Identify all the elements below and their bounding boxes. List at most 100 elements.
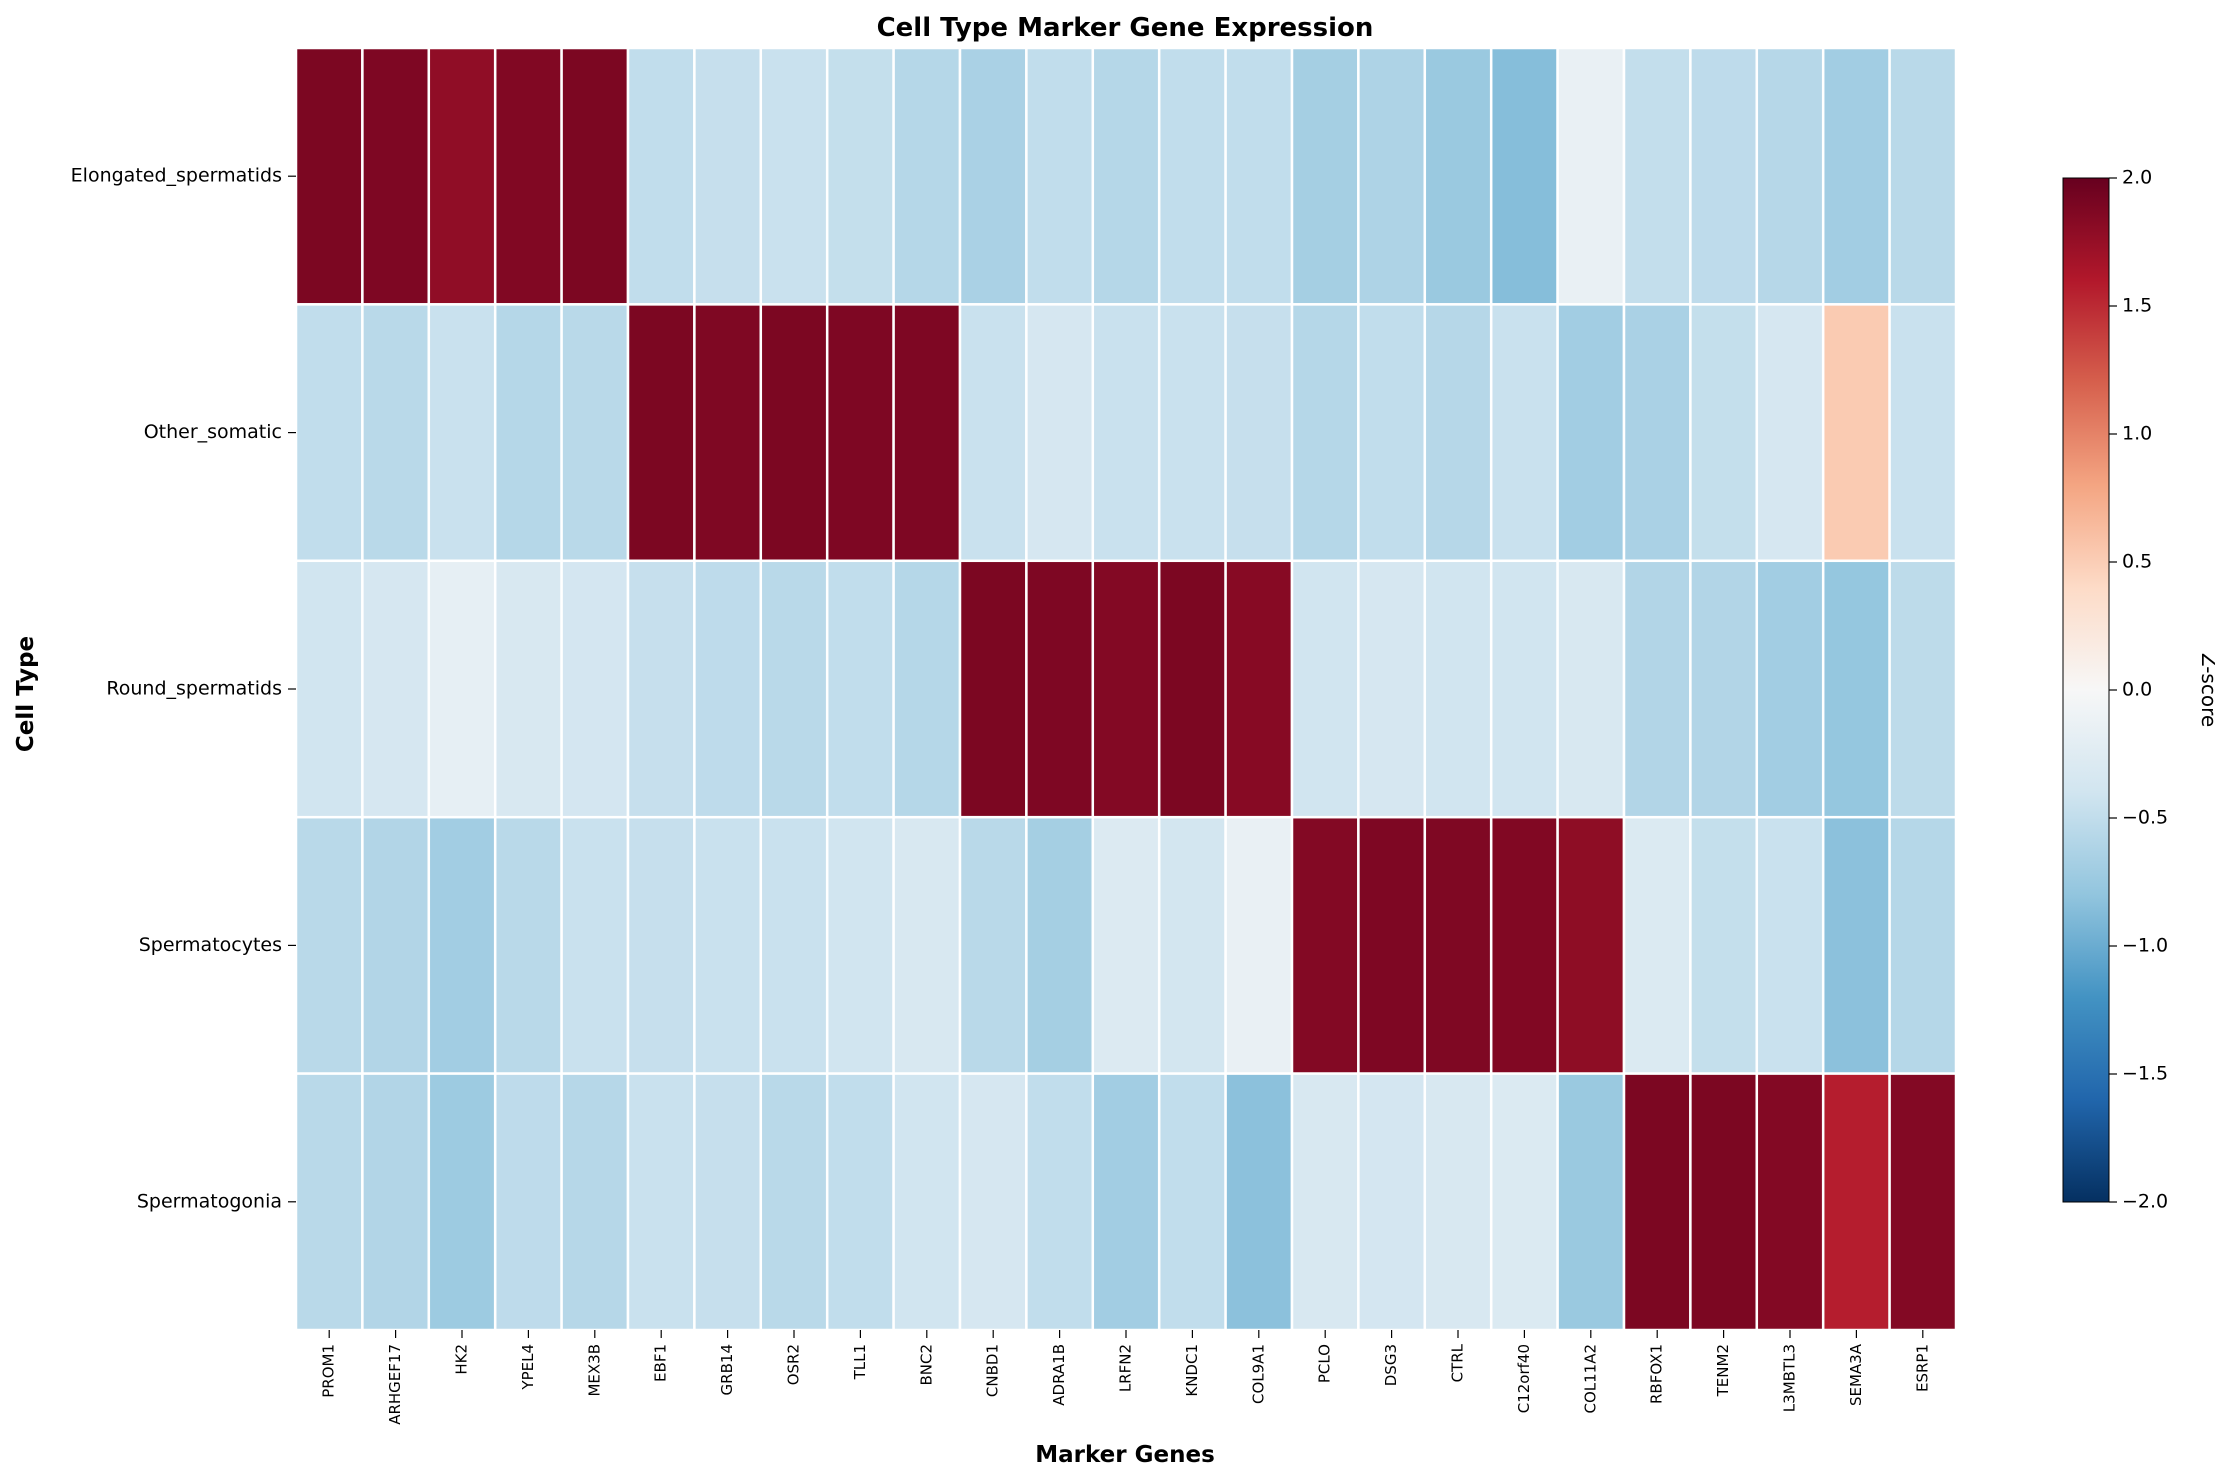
x-tick-label: PCLO — [1316, 1344, 1334, 1383]
heatmap-cell — [1091, 1072, 1161, 1332]
heatmap-cell — [892, 46, 962, 306]
x-tick-label: L3MBTL3 — [1781, 1344, 1799, 1412]
heatmap-cell — [493, 559, 563, 819]
heatmap-cell — [427, 303, 497, 563]
heatmap-cell — [1622, 303, 1692, 563]
heatmap-cell — [1821, 303, 1891, 563]
heatmap-cell — [1423, 815, 1493, 1075]
heatmap-cell — [1025, 1072, 1095, 1332]
x-tick-label: SEMA3A — [1847, 1343, 1865, 1406]
heatmap-cell — [427, 46, 497, 306]
colorbar-tick-label: −0.5 — [2122, 807, 2168, 829]
x-tick-label: ARHGEF17 — [386, 1344, 404, 1425]
heatmap-cell — [759, 559, 829, 819]
heatmap-cell — [1755, 559, 1825, 819]
colorbar-tick-label: 0.5 — [2122, 551, 2152, 573]
heatmap-cell — [1821, 1072, 1891, 1332]
x-tick-label: COL9A1 — [1249, 1344, 1267, 1404]
heatmap-cell — [626, 46, 696, 306]
heatmap-cell — [1888, 46, 1958, 306]
heatmap-cell — [1224, 303, 1294, 563]
heatmap-cell — [1755, 303, 1825, 563]
heatmap-cell — [825, 559, 895, 819]
heatmap-cell — [1091, 815, 1161, 1075]
heatmap-cell — [1224, 815, 1294, 1075]
heatmap-cell — [1290, 1072, 1360, 1332]
heatmap-cell — [693, 815, 763, 1075]
heatmap-cell — [1157, 1072, 1227, 1332]
colorbar-label: Z-score — [2197, 653, 2215, 727]
heatmap-cell — [1357, 303, 1427, 563]
heatmap-cell — [560, 559, 630, 819]
heatmap-cell — [1290, 46, 1360, 306]
heatmap-cell — [1755, 815, 1825, 1075]
heatmap-cell — [958, 559, 1028, 819]
heatmap-cell — [361, 1072, 431, 1332]
heatmap-cell — [1224, 46, 1294, 306]
heatmap-cell — [759, 815, 829, 1075]
heatmap-cell — [1224, 559, 1294, 819]
heatmap-cell — [1489, 1072, 1559, 1332]
heatmap-cell — [1689, 1072, 1759, 1332]
heatmap-cell — [1556, 815, 1626, 1075]
heatmap-cell — [361, 815, 431, 1075]
colorbar-tick-label: 1.0 — [2122, 423, 2152, 445]
x-tick-label: C12orf40 — [1515, 1344, 1533, 1413]
x-tick-label: COL11A2 — [1581, 1344, 1599, 1414]
heatmap-cell — [1423, 559, 1493, 819]
heatmap-cell — [1622, 815, 1692, 1075]
heatmap-cell — [1755, 1072, 1825, 1332]
x-tick-label: TLL1 — [851, 1344, 869, 1380]
heatmap-cell — [1556, 1072, 1626, 1332]
heatmap-cell — [1821, 815, 1891, 1075]
heatmap-cell — [427, 559, 497, 819]
colorbar-ticks: 2.0 1.5 1.0 0.5 0.0 −0.5 −1.0 −1.5 −2.0 — [2109, 167, 2168, 1213]
heatmap-cell — [892, 815, 962, 1075]
heatmap-cell — [1821, 559, 1891, 819]
heatmap-cell — [294, 559, 364, 819]
heatmap-cell — [1888, 559, 1958, 819]
heatmap-cell — [493, 815, 563, 1075]
heatmap-cell — [1689, 303, 1759, 563]
heatmap-cell — [1224, 1072, 1294, 1332]
chart-title: Cell Type Marker Gene Expression — [877, 13, 1374, 43]
x-tick-label: BNC2 — [917, 1344, 935, 1386]
heatmap-cell — [1157, 815, 1227, 1075]
heatmap-cell — [1357, 46, 1427, 306]
y-tick-label: Elongated_spermatids — [71, 165, 282, 187]
heatmap-cell — [1821, 46, 1891, 306]
colorbar-tick-label: 1.5 — [2122, 295, 2152, 317]
y-axis-ticks: Elongated_spermatids Other_somatic Round_s… — [71, 165, 296, 1212]
heatmap-cell — [626, 815, 696, 1075]
heatmap-cell — [626, 559, 696, 819]
heatmap-cell — [1622, 559, 1692, 819]
heatmap-cell — [560, 303, 630, 563]
heatmap-cell — [1689, 815, 1759, 1075]
heatmap-cell — [958, 1072, 1028, 1332]
heatmap-cell — [1357, 815, 1427, 1075]
heatmap-cell — [958, 46, 1028, 306]
heatmap-cells — [294, 46, 1958, 1332]
heatmap-cell — [361, 303, 431, 563]
heatmap-cell — [294, 1072, 364, 1332]
heatmap-cell — [294, 303, 364, 563]
x-tick-label: YPEL4 — [519, 1344, 537, 1391]
y-tick-label: Round_spermatids — [106, 678, 282, 700]
colorbar: 2.0 1.5 1.0 0.5 0.0 −0.5 −1.0 −1.5 −2.0 Z-score — [2062, 167, 2215, 1213]
heatmap-cell — [560, 1072, 630, 1332]
heatmap-cell — [1157, 303, 1227, 563]
heatmap-cell — [825, 46, 895, 306]
heatmap-cell — [427, 815, 497, 1075]
heatmap-cell — [1755, 46, 1825, 306]
heatmap-cell — [1423, 303, 1493, 563]
heatmap-cell — [1888, 815, 1958, 1075]
heatmap-cell — [361, 46, 431, 306]
heatmap-cell — [759, 1072, 829, 1332]
heatmap-cell — [693, 46, 763, 306]
colorbar-tick-label: −1.5 — [2122, 1063, 2168, 1085]
x-tick-label: MEX3B — [585, 1344, 603, 1397]
x-tick-label: ESRP1 — [1913, 1344, 1931, 1392]
x-tick-label: CNBD1 — [984, 1344, 1002, 1397]
heatmap-cell — [1622, 46, 1692, 306]
